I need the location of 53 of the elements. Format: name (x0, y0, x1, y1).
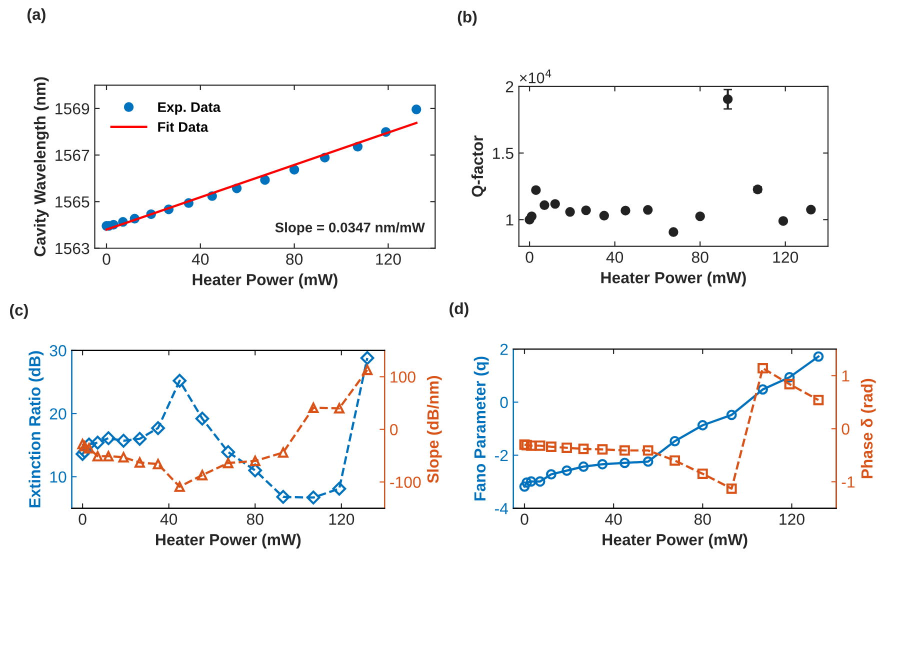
x-tick-label: 0 (526, 252, 534, 263)
x-axis-title: Heater Power (mW) (602, 534, 748, 548)
y-tick-label: -2 (495, 450, 508, 462)
x-axis-title: Heater Power (mW) (192, 274, 338, 288)
y-axis-title: Cavity Wavelength (nm) (34, 77, 49, 256)
text: (d) (450, 302, 468, 318)
y-tick-label: 2 (506, 81, 514, 92)
x-tick-label: 0 (102, 254, 110, 265)
y2-tick-label: 0 (842, 423, 850, 435)
y2-tick-label: 0 (390, 424, 398, 436)
y-tick-label: 1565 (56, 196, 90, 208)
y-tick-label: 1563 (56, 242, 90, 254)
y-axis-title: Q-factor (471, 136, 486, 197)
x-tick-label: 40 (160, 514, 178, 525)
y-tick-label: 0 (500, 396, 508, 408)
text: ×10$^{4}$ (520, 70, 552, 84)
x-tick-label: 80 (692, 252, 708, 263)
text: (b) (458, 10, 477, 26)
y-tick-label: 1 (506, 214, 514, 226)
y-tick-label: 1.5 (493, 148, 514, 159)
y2-tick-label: -1 (842, 476, 855, 488)
y-tick-label: 1569 (56, 103, 90, 114)
x-tick-label: 120 (780, 514, 804, 525)
x-tick-label: 80 (286, 254, 303, 265)
y2-tick-label: 100 (390, 371, 416, 383)
legend-label: Fit Data (158, 122, 208, 132)
y-tick-label: 2 (500, 344, 508, 355)
x-tick-label: 40 (606, 252, 624, 263)
legend-label: Exp. Data (158, 102, 221, 115)
x-tick-label: 80 (246, 514, 264, 525)
x-axis-title: Heater Power (mW) (156, 534, 301, 548)
y-axis-title: Extinction Ratio (dB) (28, 351, 44, 508)
annotation: Slope = 0.0347 nm/mW (275, 222, 425, 236)
y-tick-label: 30 (50, 345, 66, 356)
y-tick-label: 1567 (56, 150, 90, 161)
x-tick-label: 120 (376, 254, 401, 265)
x-tick-label: 120 (329, 514, 354, 525)
x-tick-label: 40 (605, 514, 622, 525)
y-tick-label: 10 (50, 471, 66, 483)
x-axis-title: Heater Power (mW) (601, 272, 746, 286)
x-tick-label: 80 (694, 514, 711, 525)
y2-axis-title: Slope (dB/nm) (426, 376, 442, 484)
y-tick-label: 20 (50, 408, 66, 420)
y-tick-label: -4 (495, 503, 508, 514)
x-tick-label: 0 (520, 514, 528, 525)
x-tick-label: 40 (192, 254, 209, 265)
text: (c) (10, 304, 28, 319)
y2-axis-title: Phase δ (rad) (860, 378, 876, 478)
text: (a) (27, 8, 46, 24)
y2-tick-label: 1 (842, 370, 850, 382)
y-axis-title: Fano Parameter (q) (474, 356, 489, 500)
x-tick-label: 120 (773, 252, 798, 263)
y2-tick-label: -100 (390, 476, 421, 488)
